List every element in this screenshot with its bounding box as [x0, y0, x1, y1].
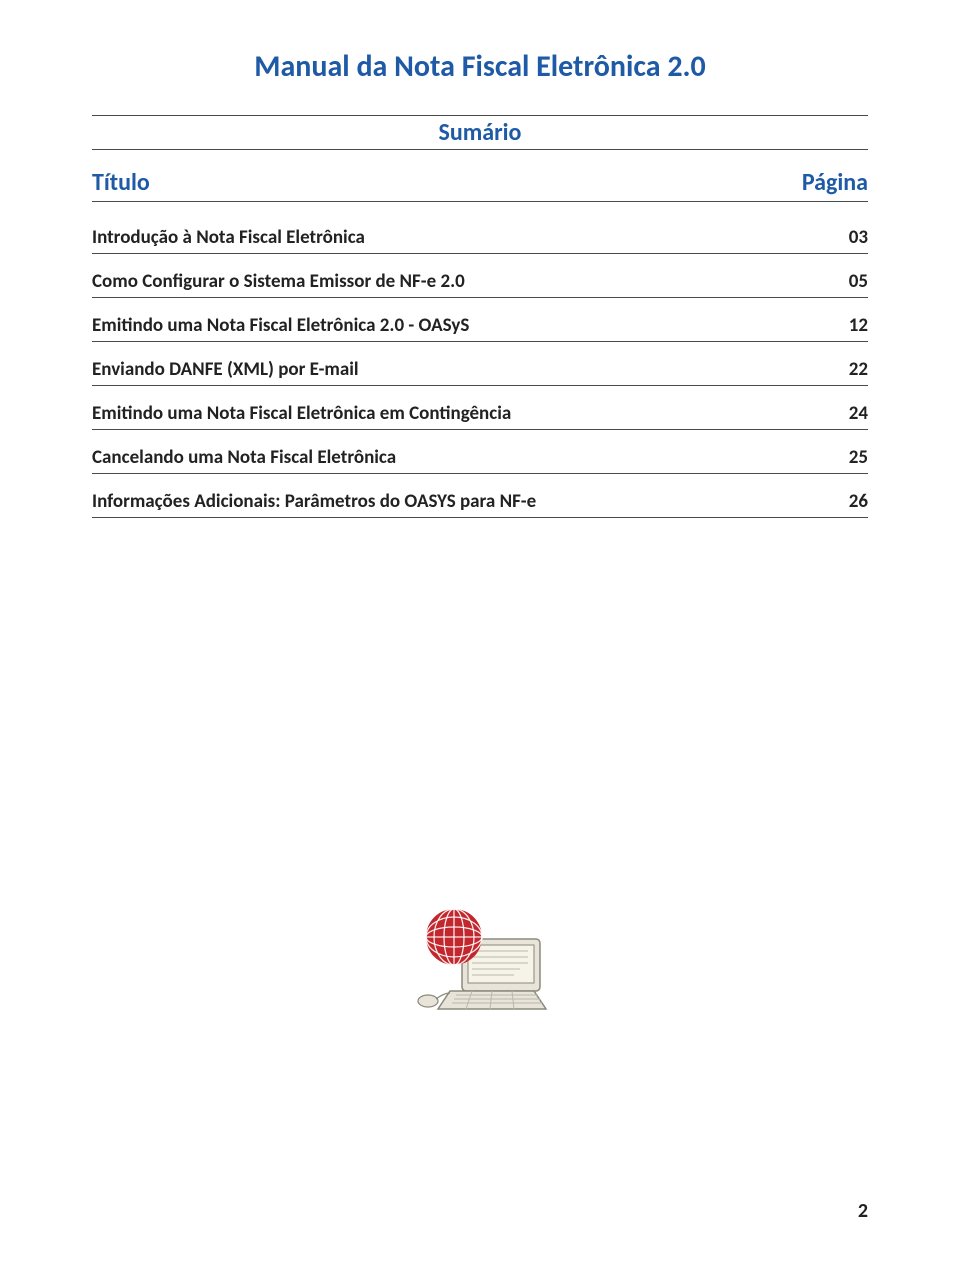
toc-item-page: 03 — [849, 226, 868, 249]
toc-item-label: Emitindo uma Nota Fiscal Eletrônica 2.0 … — [92, 314, 469, 337]
toc-item-page: 25 — [849, 446, 868, 469]
toc-row: Cancelando uma Nota Fiscal Eletrônica 25 — [92, 436, 868, 474]
toc-item-page: 24 — [849, 402, 868, 425]
page-number: 2 — [858, 1199, 868, 1223]
toc-item-page: 12 — [849, 314, 868, 337]
toc-row: Introdução à Nota Fiscal Eletrônica 03 — [92, 216, 868, 254]
toc-item-label: Cancelando uma Nota Fiscal Eletrônica — [92, 446, 396, 469]
toc-row: Emitindo uma Nota Fiscal Eletrônica 2.0 … — [92, 304, 868, 342]
toc-item-label: Emitindo uma Nota Fiscal Eletrônica em C… — [92, 402, 511, 425]
toc-header-row: Título Página — [92, 168, 868, 202]
computer-globe-icon — [410, 893, 550, 1013]
subtitle-rule: Sumário — [92, 115, 868, 150]
toc-row: Emitindo uma Nota Fiscal Eletrônica em C… — [92, 392, 868, 430]
toc-row: Informações Adicionais: Parâmetros do OA… — [92, 480, 868, 518]
document-title: Manual da Nota Fiscal Eletrônica 2.0 — [92, 48, 868, 85]
toc-header-page: Página — [802, 168, 868, 197]
subtitle: Sumário — [92, 118, 868, 147]
toc-row: Como Configurar o Sistema Emissor de NF-… — [92, 260, 868, 298]
toc-row: Enviando DANFE (XML) por E-mail 22 — [92, 348, 868, 386]
page: Manual da Nota Fiscal Eletrônica 2.0 Sum… — [0, 0, 960, 1263]
toc-item-page: 05 — [849, 270, 868, 293]
toc-item-label: Introdução à Nota Fiscal Eletrônica — [92, 226, 365, 249]
toc-header-title: Título — [92, 168, 150, 197]
toc-item-label: Informações Adicionais: Parâmetros do OA… — [92, 490, 536, 513]
toc-item-page: 22 — [849, 358, 868, 381]
toc-item-label: Como Configurar o Sistema Emissor de NF-… — [92, 270, 465, 293]
toc-item-label: Enviando DANFE (XML) por E-mail — [92, 358, 359, 381]
toc-item-page: 26 — [849, 490, 868, 513]
